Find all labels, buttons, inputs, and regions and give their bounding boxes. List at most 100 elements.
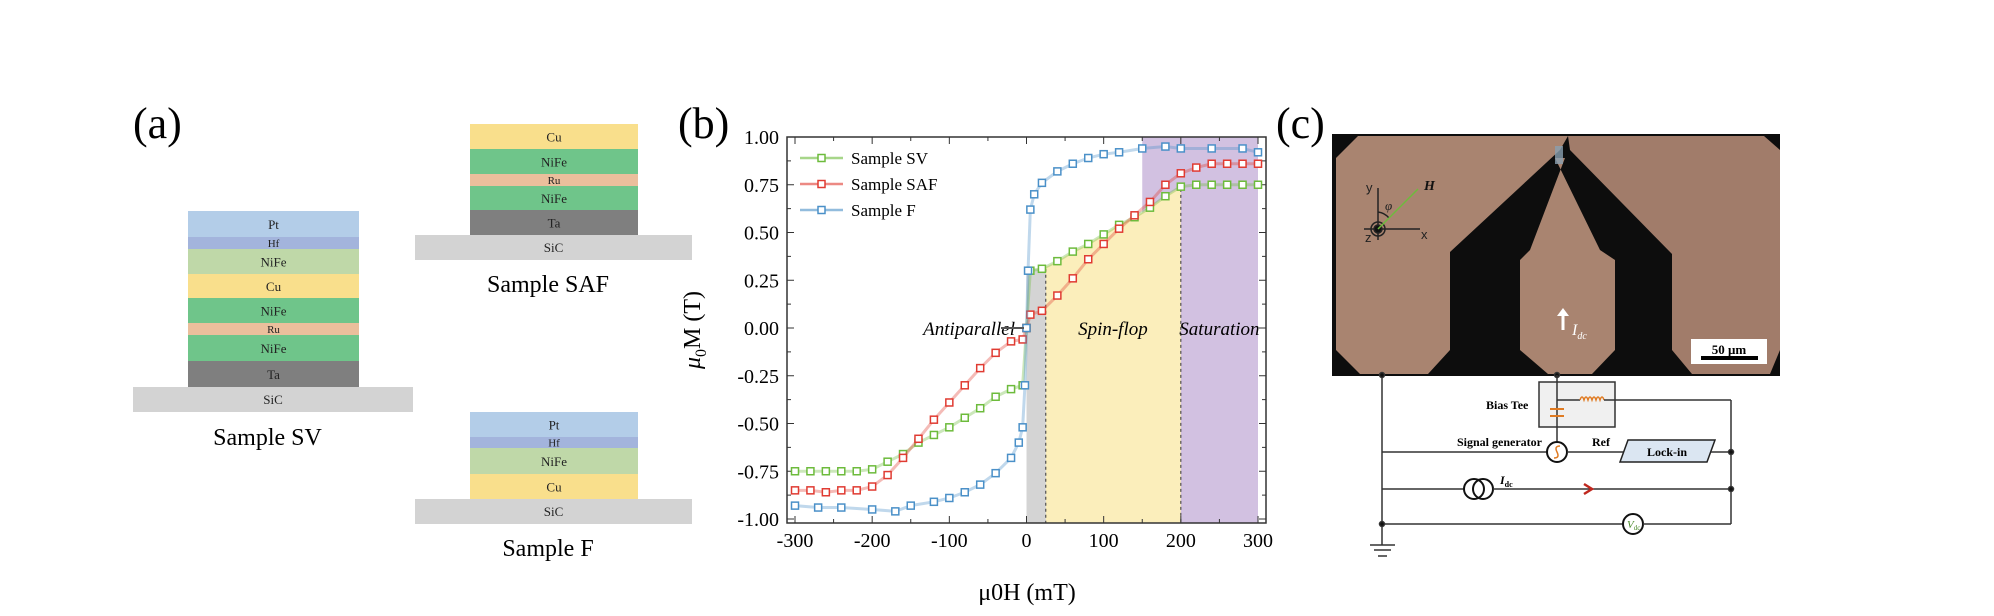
data-point xyxy=(790,486,800,495)
data-point xyxy=(852,467,861,476)
layer-label: Hf xyxy=(548,438,560,450)
data-point xyxy=(1145,197,1155,207)
layer-stacks: Pt Hf NiFe Cu NiFe Ru NiFe Ta SiC Sample SV Cu NiFe… xyxy=(133,124,692,562)
data-point xyxy=(1161,142,1170,151)
current-direction-icon xyxy=(1583,482,1595,496)
data-point xyxy=(1083,254,1093,264)
data-point xyxy=(821,467,831,476)
layer-label: NiFe xyxy=(261,304,287,319)
data-point xyxy=(1253,148,1263,157)
layer-label: Cu xyxy=(546,130,562,145)
x-tick-label: -300 xyxy=(777,530,814,552)
layer-ru xyxy=(470,174,638,186)
data-point xyxy=(1083,153,1093,163)
stack-sample-sv: Pt Hf NiFe Cu NiFe Ru NiFe Ta SiC Sample SV xyxy=(133,211,413,451)
data-point xyxy=(945,398,954,407)
substrate-layer xyxy=(133,387,413,412)
layer-cu xyxy=(470,124,638,149)
lock-in-box xyxy=(1618,439,1717,463)
y-tick-label: 0.75 xyxy=(744,175,779,197)
data-point xyxy=(1053,291,1062,300)
data-point xyxy=(1161,191,1170,201)
angle-label: φ xyxy=(1385,198,1392,213)
data-point xyxy=(1222,180,1232,189)
data-point xyxy=(883,457,892,466)
right-pad xyxy=(1568,136,1780,374)
layer-nife xyxy=(188,335,359,361)
panel-a-label: (a) xyxy=(133,99,182,148)
data-point xyxy=(1192,163,1201,172)
data-point xyxy=(1138,144,1147,153)
axis-z-label: z xyxy=(1365,230,1372,245)
y-tick-label: 1.00 xyxy=(744,127,779,149)
data-point xyxy=(1068,159,1078,168)
data-point xyxy=(1222,159,1232,168)
panel-a: (a) Pt Hf NiFe Cu NiFe Ru NiFe Ta SiC Sample SV Cu… xyxy=(133,99,692,562)
data-point xyxy=(1006,337,1016,346)
ref-label: Ref xyxy=(1592,435,1611,449)
legend: Sample SV Sample SAF Sample F xyxy=(800,149,937,220)
panel-c-label: (c) xyxy=(1276,99,1325,148)
circuit-diagram xyxy=(1370,371,1735,557)
magnetization-chart: -300 -200 -100 0 100 200 300 1.00 0.75 0.50 0.25 0.… xyxy=(737,127,1273,552)
data-point xyxy=(1253,180,1263,189)
data-point xyxy=(1006,384,1016,394)
phase-regions xyxy=(1026,137,1258,523)
layer-label: Pt xyxy=(549,418,560,433)
layer-label: NiFe xyxy=(261,341,287,356)
layer-label: Ru xyxy=(548,175,561,187)
scale-bar-label: 50 μm xyxy=(1712,342,1747,357)
region-labels: Antiparallel Spin-flop Saturation xyxy=(921,319,1259,340)
data-point xyxy=(1176,182,1186,191)
layer-ru xyxy=(188,323,359,335)
y-tick-label: -0.50 xyxy=(737,414,779,436)
axis-x-label: x xyxy=(1421,227,1428,242)
y-tick-label: -0.75 xyxy=(737,461,779,483)
data-point xyxy=(867,505,877,514)
data-point xyxy=(991,392,1000,402)
data-point xyxy=(867,465,877,474)
legend-label: Sample SAF xyxy=(851,175,937,194)
data-point xyxy=(991,348,1000,358)
data-point xyxy=(1114,148,1124,157)
data-point xyxy=(929,497,939,507)
x-tick-label: -200 xyxy=(854,530,891,552)
data-point xyxy=(891,507,900,516)
data-point xyxy=(1114,224,1124,233)
layer-cu xyxy=(188,274,359,298)
vdc-label: Vdc xyxy=(1627,519,1640,532)
panel-c: (c) y x z φ H Idc 50 μm xyxy=(1276,99,1780,557)
data-point xyxy=(837,467,846,476)
data-point xyxy=(790,467,800,476)
layer-label: Ru xyxy=(267,324,280,336)
left-pad xyxy=(1336,136,1568,374)
data-point xyxy=(1068,247,1078,256)
layer-ta xyxy=(188,361,359,387)
layer-label: Pt xyxy=(268,217,279,232)
data-point xyxy=(975,363,985,373)
data-point xyxy=(960,488,970,497)
field-arrow xyxy=(1377,188,1419,230)
legend-marker xyxy=(817,179,826,189)
y-tick-label: -0.25 xyxy=(737,366,779,388)
legend-label: Sample SV xyxy=(851,149,929,168)
data-point xyxy=(1253,159,1263,168)
x-tick-label: 300 xyxy=(1243,530,1273,552)
data-point xyxy=(837,503,846,512)
data-point xyxy=(945,493,954,503)
sample-name: Sample F xyxy=(502,536,593,562)
sample-name: Sample SAF xyxy=(487,272,609,298)
data-point xyxy=(1053,167,1062,176)
substrate-layer xyxy=(415,235,692,260)
saturation-label: Saturation xyxy=(1179,319,1259,340)
x-tick-label: -100 xyxy=(931,530,968,552)
legend-label: Sample F xyxy=(851,201,916,220)
substrate-label: SiC xyxy=(544,504,564,519)
region-spin-flop xyxy=(1045,186,1181,523)
data-point xyxy=(852,486,861,495)
layer-nife xyxy=(188,298,359,323)
substrate-layer xyxy=(415,499,692,524)
data-point xyxy=(1207,159,1216,168)
data-point xyxy=(991,468,1000,478)
data-point xyxy=(1083,239,1093,249)
